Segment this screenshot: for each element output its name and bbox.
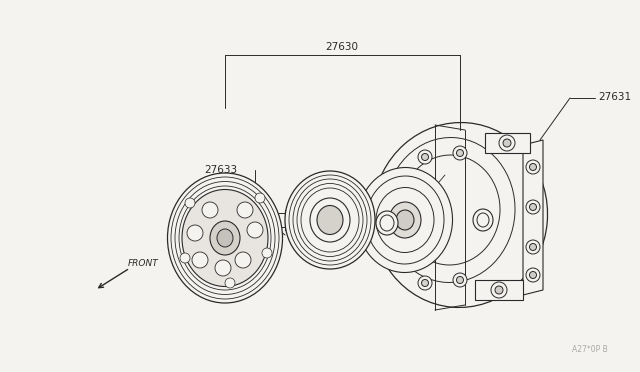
Circle shape (418, 276, 432, 290)
Circle shape (192, 252, 208, 268)
Text: 27631: 27631 (598, 92, 631, 102)
Circle shape (255, 193, 265, 203)
Circle shape (215, 260, 231, 276)
Ellipse shape (358, 167, 452, 273)
Text: 27633: 27633 (204, 165, 237, 175)
Circle shape (526, 240, 540, 254)
Circle shape (418, 150, 432, 164)
Ellipse shape (210, 221, 240, 255)
Circle shape (491, 282, 507, 298)
Polygon shape (475, 280, 523, 300)
Circle shape (529, 164, 536, 170)
Circle shape (499, 135, 515, 151)
Circle shape (237, 202, 253, 218)
Polygon shape (485, 133, 530, 153)
Circle shape (180, 253, 190, 263)
Circle shape (453, 146, 467, 160)
Circle shape (262, 248, 272, 258)
Ellipse shape (285, 171, 375, 269)
Circle shape (453, 273, 467, 287)
Ellipse shape (396, 210, 414, 230)
Ellipse shape (372, 122, 548, 308)
Text: A27*0P B: A27*0P B (572, 346, 608, 355)
Circle shape (526, 200, 540, 214)
Circle shape (503, 139, 511, 147)
Circle shape (247, 222, 263, 238)
Ellipse shape (182, 189, 268, 286)
Circle shape (529, 203, 536, 211)
Text: FRONT: FRONT (128, 260, 159, 269)
Polygon shape (523, 140, 543, 295)
Ellipse shape (389, 202, 421, 238)
Circle shape (202, 202, 218, 218)
Ellipse shape (376, 211, 398, 235)
Ellipse shape (317, 205, 343, 234)
Circle shape (185, 198, 195, 208)
Circle shape (187, 225, 203, 241)
Circle shape (422, 154, 429, 160)
Circle shape (235, 252, 251, 268)
Circle shape (526, 268, 540, 282)
Circle shape (526, 160, 540, 174)
Circle shape (456, 150, 463, 157)
Circle shape (529, 272, 536, 279)
Ellipse shape (217, 229, 233, 247)
Text: 27630: 27630 (326, 42, 358, 52)
Circle shape (529, 244, 536, 250)
Ellipse shape (310, 198, 350, 242)
Ellipse shape (473, 209, 493, 231)
Circle shape (495, 286, 503, 294)
Ellipse shape (168, 173, 282, 303)
Circle shape (422, 279, 429, 286)
Circle shape (456, 276, 463, 283)
Circle shape (225, 278, 235, 288)
